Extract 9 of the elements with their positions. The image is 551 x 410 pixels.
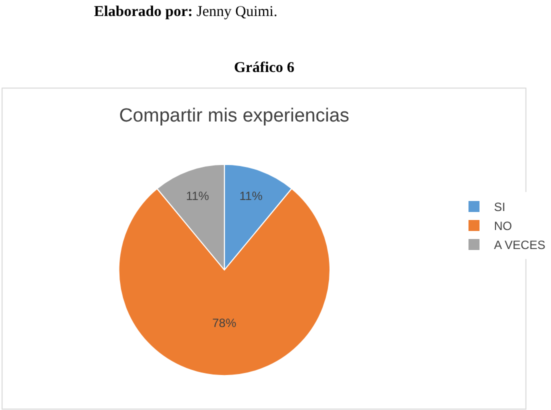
legend-label: NO — [494, 219, 512, 234]
data-label: 78% — [212, 316, 237, 330]
data-label: 11% — [239, 188, 263, 203]
text: Gráfico 6 — [234, 60, 295, 76]
chart-title: Compartir mis experiencias — [119, 105, 350, 126]
text: Elaborado por: Jenny Quimi. — [94, 4, 278, 20]
legend-label: SI — [494, 200, 506, 214]
data-label: 11% — [186, 188, 210, 203]
legend-label: A VECES — [494, 238, 546, 252]
